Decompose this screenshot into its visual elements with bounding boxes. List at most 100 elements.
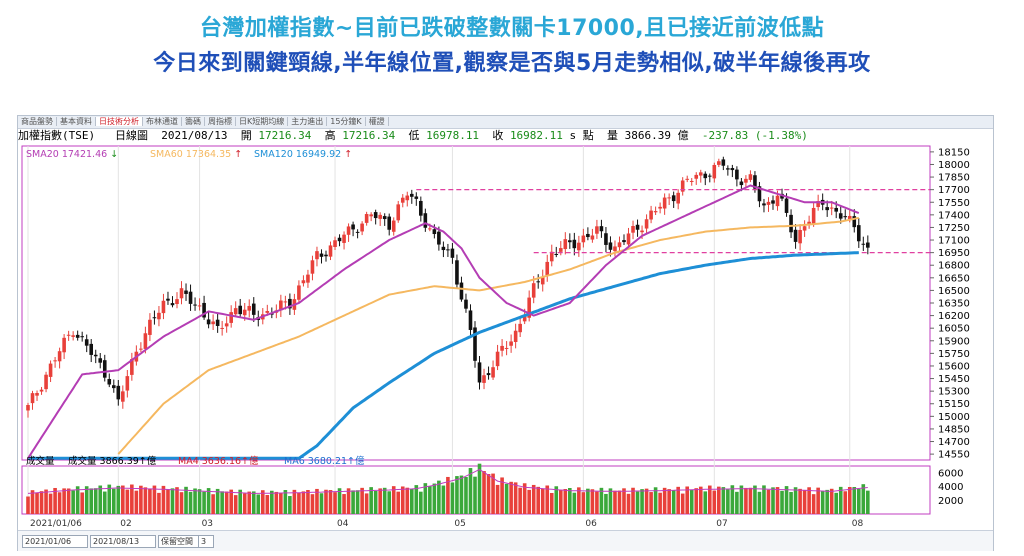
candle-body [233, 308, 238, 315]
candle-body [590, 235, 595, 240]
volume-title: 成交量 [26, 455, 55, 467]
candle-body [866, 242, 870, 248]
volume-bar [378, 488, 382, 514]
volume-y-tick-label: 6000 [938, 468, 963, 479]
candle-body [635, 224, 640, 230]
to-date-field[interactable]: 2021/08/13 [90, 535, 156, 548]
volume-bar [604, 493, 608, 514]
candle-body [324, 254, 328, 257]
x-tick-label: 03 [202, 519, 213, 529]
volume-bar [545, 485, 550, 514]
candle-body [468, 310, 473, 330]
volume-bar [568, 488, 572, 514]
volume-bar [62, 488, 66, 514]
candle-body [793, 229, 798, 242]
volume-bar [26, 496, 30, 514]
candle-body [473, 327, 477, 361]
candle-body [423, 213, 428, 228]
candle-body [279, 300, 283, 311]
candle-body [396, 204, 401, 221]
candle-body [39, 389, 44, 392]
headline-line-2: 今日來到關鍵頸線,半年線位置,觀察是否與5月走勢相似,破半年線後再攻 [153, 51, 871, 76]
tab-6[interactable]: 日K短期均線 [236, 117, 289, 126]
tab-9[interactable]: 權證 [365, 117, 389, 126]
volume-bar [698, 486, 703, 514]
candle-body [622, 240, 626, 243]
candle-body [193, 304, 197, 306]
sma120-line [28, 251, 859, 460]
from-date-field[interactable]: 2021/01/06 [22, 535, 88, 548]
volume-bar [477, 463, 482, 514]
candle-body [247, 305, 252, 311]
volume-bar [328, 490, 333, 514]
volume-bar [238, 489, 243, 514]
candle-body [689, 180, 694, 182]
y-tick-label: 16050 [938, 324, 970, 335]
volume-bar [251, 491, 256, 514]
tab-1[interactable]: 基本資料 [57, 117, 96, 126]
candle-body [658, 206, 662, 209]
volume-bar [315, 488, 319, 514]
volume-bar [193, 488, 197, 514]
candle-body [351, 224, 355, 230]
candle-body [450, 248, 455, 258]
candle-body [789, 214, 793, 233]
volume-bar [631, 487, 635, 514]
space-mode-number[interactable]: 3 [198, 535, 214, 548]
volume-bar [626, 493, 631, 514]
candle-body [531, 283, 536, 298]
volume-bar [852, 487, 857, 514]
volume-bar [44, 489, 48, 514]
candle-body [319, 253, 324, 257]
y-tick-label: 15600 [938, 361, 970, 372]
x-tick-label: 04 [337, 519, 349, 529]
candle-body [613, 246, 617, 252]
volume-bar [563, 488, 568, 514]
volume-bar [170, 488, 175, 514]
x-tick-label: 05 [454, 519, 465, 529]
volume-bar [337, 488, 342, 514]
volume-bar [396, 491, 401, 514]
volume-bar [441, 485, 446, 514]
candle-body [184, 290, 188, 294]
high-label: 高 [324, 129, 336, 142]
y-tick-label: 17400 [938, 210, 970, 221]
y-tick-label: 18150 [938, 147, 970, 158]
tab-4[interactable]: 籌碼 [182, 117, 205, 126]
tab-5[interactable]: 周指標 [205, 117, 236, 126]
candle-body [224, 323, 229, 327]
tab-bar: 商品盤勢 基本資料 日技術分析 布林通道 籌碼 周指標 日K短期均線 主力進出 15分鐘K 權證 [18, 116, 993, 129]
tab-2[interactable]: 日技術分析 [96, 117, 143, 126]
candle-body [71, 335, 75, 337]
space-mode-select[interactable]: 保留空間 [158, 535, 200, 548]
volume-bar [843, 491, 848, 514]
candle-body [680, 180, 685, 192]
candle-body [315, 251, 319, 260]
tab-0[interactable]: 商品盤勢 [18, 117, 57, 126]
candle-body [242, 309, 247, 316]
tab-3[interactable]: 布林通道 [143, 117, 182, 126]
candle-body [712, 164, 717, 179]
quote-date: 2021/08/13 [161, 129, 228, 142]
tab-8[interactable]: 15分鐘K [327, 117, 366, 126]
candle-body [861, 243, 866, 245]
volume-bar [685, 486, 690, 514]
volume-bar [572, 492, 577, 514]
tab-7[interactable]: 主力進出 [288, 117, 328, 126]
change-value: -237.83 (-1.38%) [701, 129, 808, 142]
candle-body [671, 195, 676, 202]
volume-bar [66, 488, 71, 514]
volume-bar [297, 492, 301, 514]
volume-bar [459, 475, 464, 514]
x-tick-label: 2021/01/06 [30, 519, 82, 529]
volume-bar [242, 493, 247, 514]
candle-body [310, 260, 315, 274]
volume-bar [658, 492, 662, 514]
volume-bar [671, 490, 676, 514]
volume-bar [75, 486, 80, 514]
volume-bar [730, 485, 735, 514]
volume-bar [726, 489, 730, 514]
candle-body [238, 305, 243, 315]
volume-bar [789, 491, 793, 514]
y-tick-label: 16950 [938, 248, 970, 259]
